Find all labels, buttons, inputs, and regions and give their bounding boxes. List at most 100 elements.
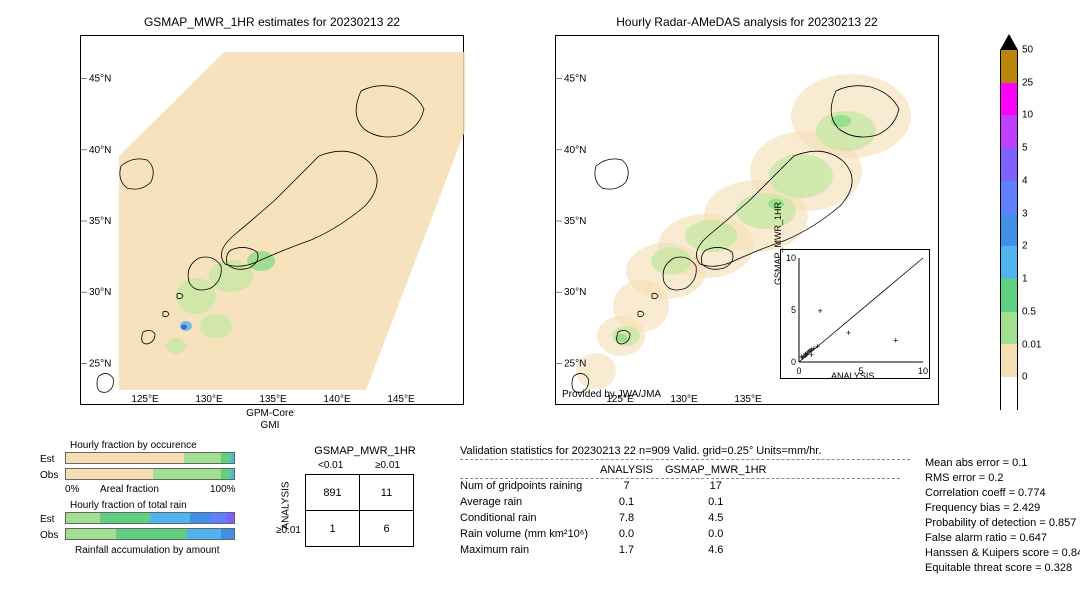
colorbar-tick: 5 [1022, 143, 1028, 154]
svg-text:40°N: 40°N [564, 145, 586, 156]
colorbar-tick: 2 [1022, 241, 1028, 252]
vt-label: Num of gridpoints raining [460, 478, 600, 494]
vt-b: 4.6 [665, 542, 778, 558]
vt-a: 7 [600, 478, 665, 494]
left-map-footer2: GMI [200, 420, 340, 431]
fraction-occ-obs-bar [65, 468, 235, 480]
svg-text:10: 10 [918, 366, 928, 376]
fraction-total-obs-bar [65, 528, 235, 540]
svg-text:+: + [803, 351, 808, 361]
colorbar-tick: 50 [1022, 45, 1033, 56]
metrics-block: Mean abs error = 0.1RMS error = 0.2Corre… [925, 455, 1080, 575]
colorbar-tick: 1 [1022, 274, 1028, 285]
vt-label: Maximum rain [460, 542, 600, 558]
colorbar-tick: 10 [1022, 110, 1033, 121]
obs-label-1: Obs [40, 470, 58, 481]
inset-ylabel: GSMAP_MWR_1HR [773, 202, 783, 285]
ct-cell-01: 11 [360, 475, 414, 511]
svg-text:130°E: 130°E [195, 394, 223, 405]
obs-label-2: Obs [40, 530, 58, 541]
scatter-inset: ++++++++++++++++ 00551010 ANALYSIS GSMAP… [780, 249, 930, 379]
svg-text:40°N: 40°N [89, 145, 111, 156]
vt-a: 7.8 [600, 510, 665, 526]
svg-text:0: 0 [796, 366, 801, 376]
ct-cell-10: 1 [306, 511, 360, 547]
svg-text:+: + [815, 342, 820, 352]
left-map-svg: 25°N30°N35°N40°N45°N125°E130°E135°E140°E… [81, 36, 465, 406]
metric-row: Probability of detection = 0.857 [925, 515, 1080, 530]
colorbar-tick: 3 [1022, 208, 1028, 219]
svg-text:25°N: 25°N [89, 358, 111, 369]
left-map-panel: 25°N30°N35°N40°N45°N125°E130°E135°E140°E… [80, 35, 464, 405]
vt-label: Average rain [460, 494, 600, 510]
vt-b: 4.5 [665, 510, 778, 526]
colorbar-tick: 4 [1022, 175, 1028, 186]
fo-mid-label: Areal fraction [100, 484, 159, 495]
svg-text:45°N: 45°N [564, 74, 586, 85]
svg-text:125°E: 125°E [131, 394, 159, 405]
vt-b: 0.1 [665, 494, 778, 510]
ct-col0: <0.01 [318, 460, 343, 471]
right-map-title: Hourly Radar-AMeDAS analysis for 2023021… [555, 15, 939, 29]
right-map-panel: 25°N30°N35°N40°N45°N125°E130°E135°E Prov… [555, 35, 939, 405]
ct-row1: ≥0.01 [276, 525, 301, 536]
colorbar-tick: 0.5 [1022, 306, 1036, 317]
vt-a: 0.0 [600, 526, 665, 542]
svg-text:0: 0 [791, 357, 796, 367]
ct-top-label: GSMAP_MWR_1HR [300, 445, 430, 457]
fo-right-label: 100% [210, 484, 236, 495]
vt-label: Rain volume (mm km²10⁶) [460, 526, 600, 542]
svg-text:25°N: 25°N [564, 358, 586, 369]
svg-text:140°E: 140°E [323, 394, 351, 405]
colorbar-tick: 0 [1022, 372, 1028, 383]
left-map-footer1: GPM-Core [200, 408, 340, 419]
vt-a: 1.7 [600, 542, 665, 558]
provided-by-label: Provided by JWA/JMA [562, 389, 661, 400]
inset-xlabel: ANALYSIS [831, 371, 874, 381]
est-label-1: Est [40, 454, 54, 465]
colorbar-tick: 25 [1022, 77, 1033, 88]
left-map-title: GSMAP_MWR_1HR estimates for 20230213 22 [80, 15, 464, 29]
svg-text:+: + [846, 328, 851, 338]
fraction-total-est-bar [65, 512, 235, 524]
validation-divider [460, 459, 910, 460]
svg-text:+: + [817, 306, 822, 316]
validation-table: ANALYSISGSMAP_MWR_1HR Num of gridpoints … [460, 462, 778, 558]
svg-text:35°N: 35°N [564, 216, 586, 227]
contingency-table: 89111 16 [305, 474, 414, 547]
vt-b: 0.0 [665, 526, 778, 542]
svg-text:+: + [809, 350, 814, 360]
svg-text:30°N: 30°N [564, 287, 586, 298]
vt-h1: GSMAP_MWR_1HR [665, 462, 778, 478]
colorbar-tick: 0.01 [1022, 339, 1041, 350]
svg-text:135°E: 135°E [734, 394, 762, 405]
fo-left-label: 0% [65, 484, 79, 495]
ct-col1: ≥0.01 [375, 460, 400, 471]
ct-cell-00: 891 [306, 475, 360, 511]
metric-row: Hanssen & Kuipers score = 0.845 [925, 545, 1080, 560]
svg-text:130°E: 130°E [670, 394, 698, 405]
svg-text:10: 10 [786, 253, 796, 263]
svg-text:30°N: 30°N [89, 287, 111, 298]
svg-text:5: 5 [791, 305, 796, 315]
metric-row: Correlation coeff = 0.774 [925, 485, 1080, 500]
colorbar: 502510543210.50.010 [1000, 50, 1018, 410]
vt-b: 17 [665, 478, 778, 494]
fraction-occ-est-bar [65, 452, 235, 464]
vt-a: 0.1 [600, 494, 665, 510]
svg-text:135°E: 135°E [259, 394, 287, 405]
metric-row: False alarm ratio = 0.647 [925, 530, 1080, 545]
fraction-occ-title: Hourly fraction by occurence [70, 440, 197, 451]
scatter-svg: ++++++++++++++++ 00551010 [781, 250, 931, 380]
ct-cell-11: 6 [360, 511, 414, 547]
metric-row: Frequency bias = 2.429 [925, 500, 1080, 515]
svg-text:145°E: 145°E [387, 394, 415, 405]
svg-text:35°N: 35°N [89, 216, 111, 227]
ct-side-label: ANALYSIS [281, 481, 292, 529]
est-label-2: Est [40, 514, 54, 525]
colorbar-arrow-icon [1000, 34, 1018, 50]
validation-block: Validation statistics for 20230213 22 n=… [460, 445, 910, 558]
ft-footer: Rainfall accumulation by amount [75, 545, 220, 556]
metric-row: Mean abs error = 0.1 [925, 455, 1080, 470]
fraction-total-title: Hourly fraction of total rain [70, 500, 187, 511]
